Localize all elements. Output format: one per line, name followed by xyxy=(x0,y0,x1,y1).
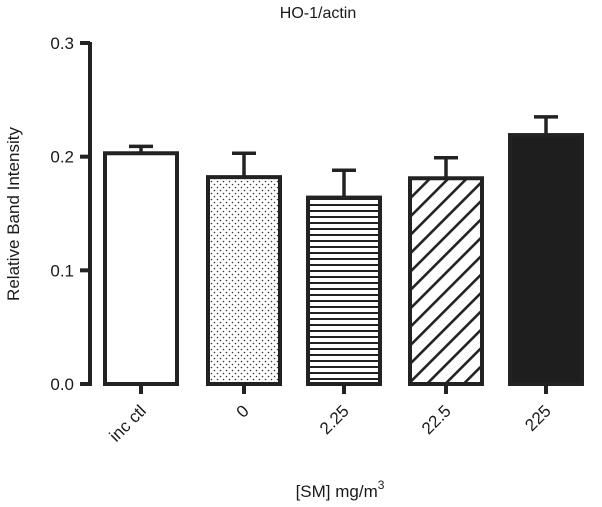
bar xyxy=(306,195,382,386)
x-tick-label: 2.25 xyxy=(316,401,353,438)
bar xyxy=(103,151,179,386)
x-tick-label: 0 xyxy=(233,401,253,421)
y-tick-label: 0.1 xyxy=(50,261,74,280)
bar xyxy=(508,133,584,386)
x-tick-label: 22.5 xyxy=(418,401,455,438)
x-tick-label: 225 xyxy=(521,401,554,434)
x-axis-label: [SM] mg/m3 xyxy=(296,478,385,501)
x-axis: inc ctl 0 2.25 22.5 225 xyxy=(106,384,555,446)
bars xyxy=(103,115,584,386)
y-tick-label: 0.2 xyxy=(50,148,74,167)
bar xyxy=(206,175,282,386)
x-tick-label: inc ctl xyxy=(106,401,150,445)
chart-title: HO-1/actin xyxy=(280,5,356,22)
bar xyxy=(408,176,484,386)
y-axis-label: Relative Band Intensity xyxy=(4,127,23,301)
y-tick-label: 0.3 xyxy=(50,34,74,53)
x-axis-label-text: [SM] mg/m xyxy=(296,482,378,501)
x-axis-label-superscript: 3 xyxy=(378,478,385,492)
y-axis: 0.0 0.1 0.2 0.3 xyxy=(50,34,92,394)
y-tick-label: 0.0 xyxy=(50,375,74,394)
